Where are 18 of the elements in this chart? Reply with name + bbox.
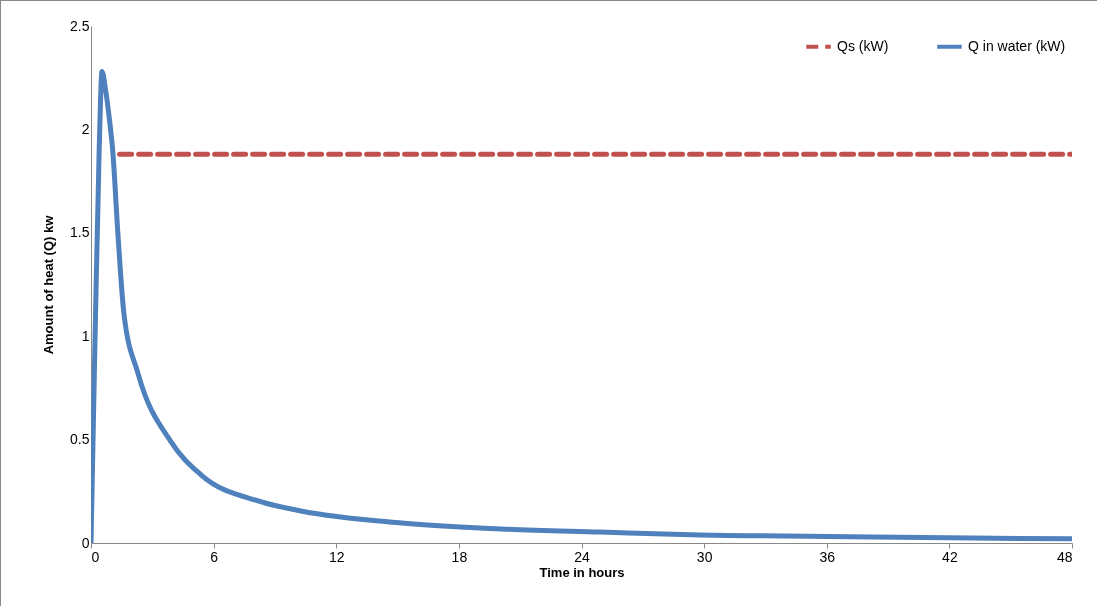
x-tick-label: 12: [328, 548, 345, 565]
x-tick-label: 24: [574, 548, 590, 565]
legend-label: Qs (kW): [837, 37, 889, 54]
y-tick-label: 2.5: [70, 17, 90, 34]
legend-label: Q in water (kW): [968, 37, 1066, 54]
y-axis-title: Amount of heat (Q) kw: [41, 214, 57, 355]
y-tick-label: 0: [81, 534, 90, 551]
y-tick-label: 0.5: [70, 431, 90, 448]
y-tick-label: 2: [81, 120, 90, 137]
x-tick-label: 30: [696, 548, 713, 565]
x-axis-title: Time in hours: [539, 564, 625, 580]
x-tick-label: 48: [1056, 548, 1073, 565]
x-tick-label: 6: [210, 548, 219, 565]
x-tick-label: 18: [451, 548, 468, 565]
x-tick-label: 42: [942, 548, 958, 565]
x-tick-label: 36: [819, 548, 836, 565]
y-tick-label: 1: [81, 327, 90, 344]
y-tick-label: 1.5: [70, 224, 90, 241]
